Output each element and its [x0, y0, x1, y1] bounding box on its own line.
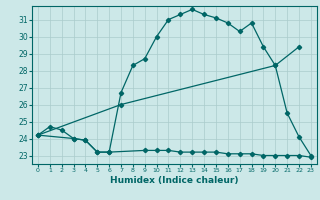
X-axis label: Humidex (Indice chaleur): Humidex (Indice chaleur)	[110, 176, 239, 185]
